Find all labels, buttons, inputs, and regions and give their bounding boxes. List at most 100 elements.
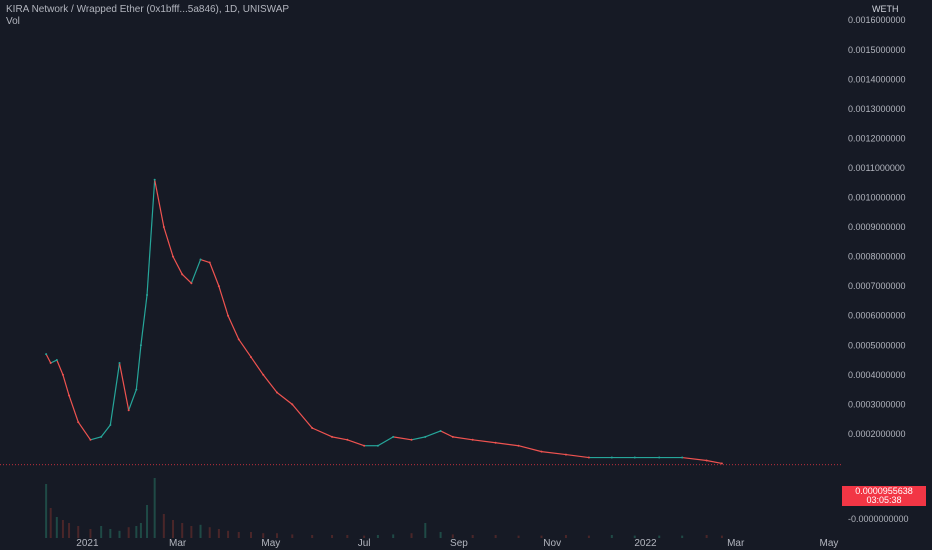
volume-bar [331, 535, 334, 538]
price-point [424, 435, 427, 438]
volume-bar [392, 534, 395, 538]
volume-bar [451, 534, 454, 538]
price-segment [227, 315, 240, 340]
price-segment [163, 226, 174, 257]
y-tick-label: 0.0016000000 [848, 15, 906, 25]
price-point [118, 361, 121, 364]
price-point [439, 429, 442, 432]
volume-bar [439, 532, 442, 538]
price-point [291, 403, 294, 406]
y-tick-label: 0.0007000000 [848, 281, 906, 291]
price-segment [45, 353, 52, 364]
volume-bar [45, 484, 48, 538]
price-segment [331, 436, 348, 441]
volume-bar [262, 533, 265, 538]
volume-bar [162, 514, 165, 538]
x-tick-label: May [261, 538, 280, 549]
volume-bar [208, 527, 211, 538]
volume-bar [153, 478, 156, 538]
y-tick-label: 0.0008000000 [848, 252, 906, 262]
price-point [49, 361, 52, 364]
price-segment [200, 258, 210, 264]
price-segment [118, 362, 130, 411]
price-point [331, 435, 334, 438]
x-tick-label: Sep [450, 538, 468, 549]
price-point [109, 424, 112, 427]
price-segment [541, 451, 567, 456]
price-point [135, 388, 138, 391]
volume-bar [100, 526, 103, 538]
volume-bar [705, 535, 708, 538]
y-tick-label: 0.0011000000 [848, 163, 905, 173]
price-point [587, 456, 590, 459]
price-point [540, 450, 543, 453]
price-segment [411, 436, 426, 441]
price-segment [262, 374, 278, 393]
volume-bar [291, 534, 294, 538]
price-point [199, 258, 202, 261]
price-point [139, 344, 142, 347]
price-point [45, 353, 48, 356]
y-tick-label: 0.0013000000 [848, 104, 906, 114]
price-segment [56, 359, 64, 376]
volume-bar [146, 505, 149, 538]
bar-countdown: 03:05:38 [866, 495, 902, 505]
chart-legend: KIRA Network / Wrapped Ether (0x1bfff...… [6, 4, 289, 28]
price-segment [100, 424, 111, 438]
volume-bar [77, 526, 80, 538]
price-point [610, 456, 613, 459]
price-point [181, 273, 184, 276]
y-tick-label: 0.0012000000 [848, 133, 906, 143]
volume-bar [517, 535, 520, 538]
price-segment [50, 359, 58, 364]
volume-label: Vol [6, 16, 20, 27]
volume-bar [363, 535, 366, 538]
price-point [237, 338, 240, 341]
volume-bar [190, 526, 193, 538]
volume-bar [118, 530, 121, 538]
volume-bar [68, 523, 71, 538]
volume-bar [720, 535, 723, 538]
volume-bar [139, 523, 142, 538]
currency-label: WETH [872, 4, 899, 14]
price-segment [209, 262, 220, 287]
price-segment [218, 285, 229, 316]
volume-bar [127, 527, 130, 538]
x-tick-label: Jul [358, 538, 371, 549]
volume-bar [564, 535, 567, 538]
price-segment [276, 392, 293, 405]
price-point [190, 282, 193, 285]
y-tick-label: 0.0006000000 [848, 311, 906, 321]
price-segment [472, 439, 496, 444]
volume-bar [540, 535, 543, 538]
price-segment [682, 456, 707, 462]
volume-bar [610, 535, 613, 538]
price-segment [495, 442, 519, 447]
volume-bar [172, 520, 175, 538]
price-segment [135, 345, 142, 390]
price-segment [146, 179, 156, 296]
price-point [61, 373, 64, 376]
price-segment [452, 436, 473, 441]
price-point [346, 438, 349, 441]
volume-bar [410, 533, 413, 538]
price-segment [311, 427, 333, 438]
volume-bar [249, 532, 252, 538]
volume-bar [311, 535, 314, 538]
last-price-value: 0.0000955638 [855, 486, 913, 496]
x-tick-label: Nov [543, 538, 561, 549]
volume-bar [424, 523, 427, 538]
price-segment [181, 273, 192, 284]
price-segment [347, 439, 365, 447]
volume-bar [633, 535, 636, 538]
x-tick-label: Mar [727, 538, 745, 549]
price-point [249, 356, 252, 359]
price-point [146, 294, 149, 297]
x-tick-label: May [819, 538, 838, 549]
price-point [68, 394, 71, 397]
price-point [363, 444, 366, 447]
price-segment [77, 421, 91, 441]
price-point [89, 438, 92, 441]
price-segment [140, 294, 148, 346]
